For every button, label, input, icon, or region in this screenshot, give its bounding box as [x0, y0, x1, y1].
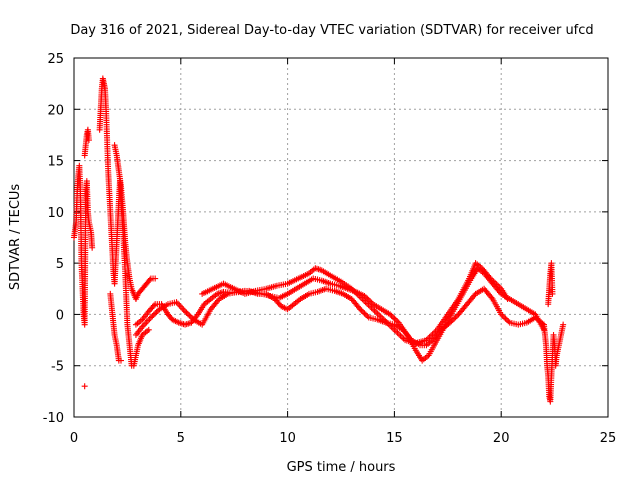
data-point	[146, 276, 153, 283]
y-tick-label: 10	[47, 206, 64, 221]
series-trace-i	[199, 260, 511, 347]
data-point	[81, 383, 88, 390]
chart-title: Day 316 of 2021, Sidereal Day-to-day VTE…	[70, 23, 593, 38]
data-point	[364, 313, 371, 320]
data-point	[142, 320, 149, 327]
data-point	[358, 307, 365, 314]
data-point	[145, 308, 152, 315]
data-point	[498, 311, 505, 318]
data-point	[389, 314, 396, 321]
data-point	[177, 303, 184, 310]
data-point	[502, 315, 509, 322]
data-point	[505, 318, 512, 325]
data-point	[147, 314, 154, 321]
series-trace-f	[81, 383, 88, 390]
data-point	[357, 306, 364, 313]
series-trace-j	[540, 321, 567, 405]
x-axis-label: GPS time / hours	[287, 460, 396, 475]
data-point	[503, 316, 510, 323]
series-trace-g	[132, 285, 547, 349]
data-point	[454, 312, 461, 319]
data-point	[155, 307, 162, 314]
data-point	[89, 244, 96, 251]
data-point	[429, 331, 436, 338]
data-point	[189, 315, 196, 322]
data-point	[183, 309, 190, 316]
grid	[74, 58, 608, 417]
y-tick-label: -5	[51, 360, 64, 375]
data-point	[148, 305, 155, 312]
plot-frame	[73, 57, 609, 418]
data-point	[394, 318, 401, 325]
data-point	[449, 316, 456, 323]
data-point	[117, 357, 124, 364]
data-point	[501, 314, 508, 321]
data-point	[549, 290, 556, 297]
data-point	[149, 304, 156, 311]
data-point	[397, 332, 404, 339]
data-point	[150, 302, 157, 309]
data-point	[150, 311, 157, 318]
data-point	[174, 300, 181, 307]
x-tick-label: 15	[386, 431, 403, 446]
y-tick-label: 20	[47, 103, 64, 118]
data-points	[71, 75, 567, 405]
y-tick-label: -10	[43, 411, 64, 426]
data-point	[399, 334, 406, 341]
data-point	[368, 299, 375, 306]
x-tick-label: 10	[279, 431, 296, 446]
data-point	[360, 309, 367, 316]
data-point	[391, 315, 398, 322]
series-trace-k	[545, 260, 556, 308]
data-point	[179, 305, 186, 312]
data-point	[180, 306, 187, 313]
data-point	[395, 331, 402, 338]
data-point	[184, 311, 191, 318]
data-point	[149, 313, 156, 320]
data-point	[145, 317, 152, 324]
data-point	[182, 308, 189, 315]
data-point	[451, 315, 458, 322]
data-point	[387, 311, 394, 318]
data-point	[504, 296, 511, 303]
data-point	[145, 326, 152, 333]
y-tick-label: 25	[47, 52, 64, 67]
x-tick-label: 0	[70, 431, 78, 446]
data-point	[392, 316, 399, 323]
x-tick-label: 5	[177, 431, 185, 446]
data-point	[374, 310, 381, 317]
axis-ticks: 0 5 10 15 20 25 -10 -5 0 5 10 15 20 25	[43, 52, 617, 446]
data-point	[153, 309, 160, 316]
data-point	[146, 316, 153, 323]
data-point	[152, 310, 159, 317]
data-point	[187, 313, 194, 320]
y-tick-label: 15	[47, 155, 64, 170]
data-point	[560, 321, 567, 328]
data-point	[275, 300, 282, 307]
series-trace-b	[81, 126, 92, 159]
data-point	[152, 275, 159, 282]
data-point	[140, 322, 147, 329]
series-trace-e	[107, 290, 124, 364]
data-point	[499, 312, 506, 319]
x-tick-label: 25	[600, 431, 617, 446]
data-point	[85, 137, 92, 144]
series-trace-d	[111, 142, 159, 303]
y-tick-label: 0	[56, 308, 64, 323]
data-point	[361, 310, 368, 317]
data-point	[388, 312, 395, 319]
x-tick-label: 20	[493, 431, 510, 446]
data-point	[452, 314, 459, 321]
y-axis-label: SDTVAR / TECUs	[8, 184, 23, 291]
data-point	[186, 312, 193, 319]
data-point	[362, 311, 369, 318]
data-point	[361, 292, 368, 299]
y-tick-label: 5	[56, 257, 64, 272]
data-point	[147, 306, 154, 313]
series-trace-a	[71, 162, 96, 328]
